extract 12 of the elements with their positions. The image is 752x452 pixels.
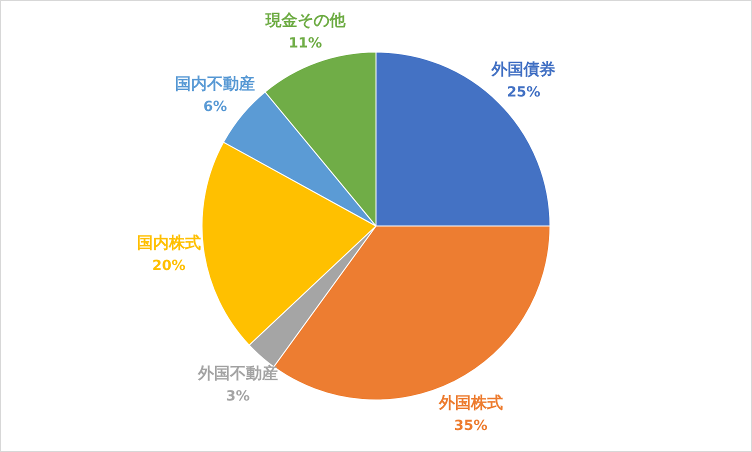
slice-label: 国内不動産 (175, 74, 256, 93)
data-label: 25% (506, 84, 540, 100)
slice-label: 現金その他 (264, 10, 346, 30)
data-label: 11% (288, 36, 322, 52)
slice-label: 外国不動産 (196, 364, 278, 383)
data-label: 3% (226, 388, 250, 405)
slice-label: 外国株式 (438, 393, 503, 412)
slice-label: 国内株式 (136, 233, 201, 252)
data-label: 20% (152, 258, 186, 274)
slice-label: 外国債券 (490, 59, 556, 78)
data-label: 6% (203, 98, 228, 115)
data-label: 35% (454, 418, 488, 434)
